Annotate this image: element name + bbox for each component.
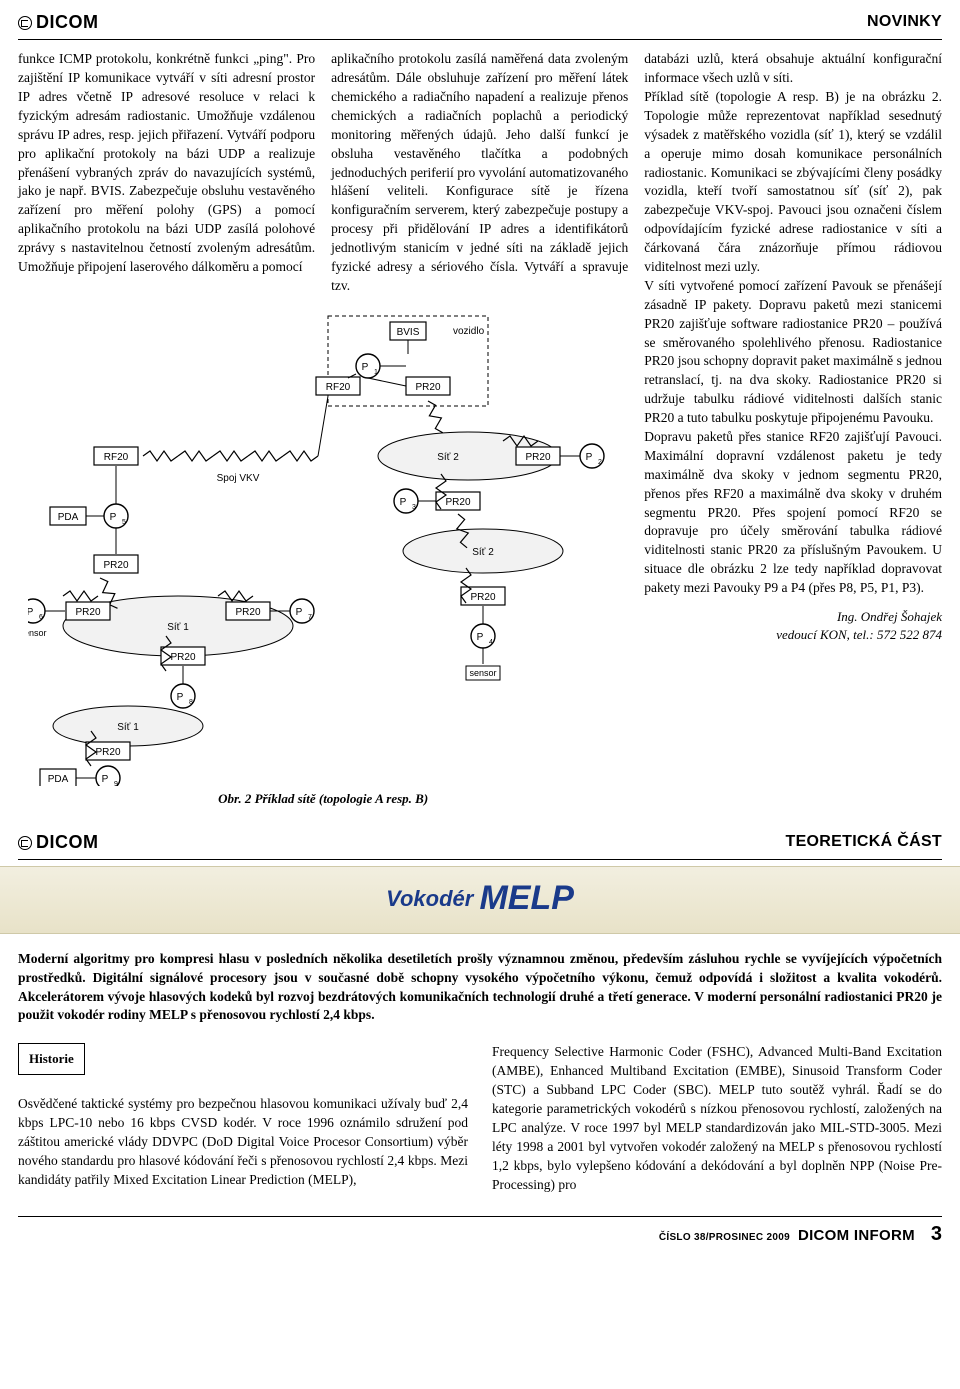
dlabel-sit2b: Síť 2 bbox=[472, 547, 494, 558]
top-rule bbox=[18, 39, 942, 40]
article1-columns: funkce ICMP protokolu, konkrétně funkci … bbox=[18, 50, 942, 808]
section-label-teoreticka: TEORETICKÁ ČÁST bbox=[786, 831, 943, 853]
dlabel-P8: P bbox=[177, 692, 184, 703]
header-bar-2: DICOM TEORETICKÁ ČÁST bbox=[18, 830, 942, 857]
brand-text-2: DICOM bbox=[36, 830, 99, 855]
article1-left-block: funkce ICMP protokolu, konkrétně funkci … bbox=[18, 50, 628, 808]
dlabel-pr20-e: PR20 bbox=[96, 747, 121, 758]
dlabel-P3: P bbox=[400, 497, 407, 508]
dlabel-pr20-a: PR20 bbox=[104, 560, 129, 571]
dlabel-P9: P bbox=[102, 774, 109, 785]
article1-col1-text: funkce ICMP protokolu, konkrétně funkci … bbox=[18, 50, 315, 277]
article2-title-prefix: Vokodér bbox=[386, 886, 479, 911]
article2-colA: Historie Osvědčené taktické systémy pro … bbox=[18, 1043, 468, 1194]
brand-logo-icon-2 bbox=[18, 836, 32, 850]
brand-group: DICOM bbox=[18, 10, 99, 35]
article1-signature: Ing. Ondřej Šohajek vedoucí KON, tel.: 5… bbox=[644, 608, 942, 644]
article1-col2: aplikačního protokolu zasílá naměřená da… bbox=[331, 50, 628, 296]
signature-role: vedoucí KON, tel.: 572 522 874 bbox=[776, 627, 942, 642]
page-footer: ČÍSLO 38/PROSINEC 2009 DICOM INFORM 3 bbox=[18, 1216, 942, 1248]
article2-title-band: Vokodér MELP bbox=[0, 866, 960, 934]
dlabel-s9: 9 bbox=[114, 781, 118, 786]
dlabel-rf20-a: RF20 bbox=[104, 452, 129, 463]
dlabel-s3: 3 bbox=[412, 504, 416, 511]
dlabel-P1: P bbox=[362, 362, 369, 373]
dlabel-pr20-c: PR20 bbox=[236, 607, 261, 618]
dlabel-s1: 1 bbox=[374, 369, 378, 376]
signature-name: Ing. Ondřej Šohajek bbox=[837, 609, 942, 624]
brand-logo-icon bbox=[18, 16, 32, 30]
dlabel-P6: P bbox=[28, 607, 34, 618]
dlabel-sensor2: sensor bbox=[470, 668, 497, 678]
dlabel-pr20-i: PR20 bbox=[471, 592, 496, 603]
footer-issue: ČÍSLO 38/PROSINEC 2009 bbox=[659, 1231, 790, 1245]
dlabel-P2: P bbox=[586, 452, 593, 463]
history-heading: Historie bbox=[29, 1051, 74, 1066]
article2-title: Vokodér MELP bbox=[386, 886, 574, 911]
article2-colB-text: Frequency Selective Harmonic Coder (FSHC… bbox=[492, 1043, 942, 1194]
dlabel-s8: 8 bbox=[189, 699, 193, 706]
dlabel-pr20-f: PR20 bbox=[416, 382, 441, 393]
dlabel-pda1: PDA bbox=[58, 512, 79, 523]
article2-columns: Historie Osvědčené taktické systémy pro … bbox=[18, 1043, 942, 1194]
dlabel-s7: 7 bbox=[308, 614, 312, 621]
section2: DICOM TEORETICKÁ ČÁST Vokodér MELP Moder… bbox=[18, 830, 942, 1194]
dlabel-vozidlo: vozidlo bbox=[453, 326, 485, 337]
article1-col1: funkce ICMP protokolu, konkrétně funkci … bbox=[18, 50, 315, 296]
footer-right: ČÍSLO 38/PROSINEC 2009 DICOM INFORM 3 bbox=[659, 1220, 942, 1248]
footer-page: 3 bbox=[931, 1220, 942, 1248]
brand-group-2: DICOM bbox=[18, 830, 99, 855]
dlabel-sit1b: Síť 1 bbox=[117, 722, 139, 733]
dlabel-pr20-d: PR20 bbox=[171, 652, 196, 663]
section-label-novinky: NOVINKY bbox=[867, 11, 942, 33]
dlabel-sit1: Síť 1 bbox=[167, 622, 189, 633]
header-bar: DICOM NOVINKY bbox=[18, 10, 942, 37]
footer-pub: DICOM INFORM bbox=[798, 1225, 915, 1246]
diagram-caption: Obr. 2 Příklad sítě (topologie A resp. B… bbox=[18, 790, 628, 808]
dlabel-s6: 6 bbox=[39, 614, 43, 621]
article1-col3: databázi uzlů, která obsahuje aktuální k… bbox=[644, 50, 942, 644]
dlabel-sit2: Síť 2 bbox=[437, 452, 459, 463]
dlabel-bvis: BVIS bbox=[397, 327, 420, 338]
dlabel-pr20-h: PR20 bbox=[446, 497, 471, 508]
article2-title-big: MELP bbox=[479, 879, 573, 917]
dlabel-s5: 5 bbox=[122, 519, 126, 526]
dlabel-pr20-b: PR20 bbox=[76, 607, 101, 618]
dlabel-s2: 2 bbox=[598, 459, 602, 466]
network-diagram: PDA P5 RF20 PR20 Síť 1 PR20 bbox=[18, 306, 628, 786]
dlabel-P7: P bbox=[296, 607, 303, 618]
dlabel-P4: P bbox=[477, 632, 484, 643]
dlabel-rf20-b: RF20 bbox=[326, 382, 351, 393]
brand-text: DICOM bbox=[36, 10, 99, 35]
dlabel-pr20-g: PR20 bbox=[526, 452, 551, 463]
dlabel-P5: P bbox=[110, 512, 117, 523]
article2-colA-text: Osvědčené taktické systémy pro bezpečnou… bbox=[18, 1095, 468, 1189]
dlabel-s4: 4 bbox=[489, 639, 493, 646]
article1-col2-text: aplikačního protokolu zasílá naměřená da… bbox=[331, 50, 628, 296]
article2-colB: Frequency Selective Harmonic Coder (FSHC… bbox=[492, 1043, 942, 1194]
history-heading-box: Historie bbox=[18, 1043, 85, 1075]
dlabel-spoj: Spoj VKV bbox=[217, 473, 260, 484]
dlabel-sensor1: sensor bbox=[28, 628, 47, 638]
article1-col3-text: databázi uzlů, která obsahuje aktuální k… bbox=[644, 50, 942, 598]
section2-rule bbox=[18, 859, 942, 860]
article2-lede: Moderní algoritmy pro kompresi hlasu v p… bbox=[18, 950, 942, 1026]
dlabel-pda2: PDA bbox=[48, 774, 69, 785]
